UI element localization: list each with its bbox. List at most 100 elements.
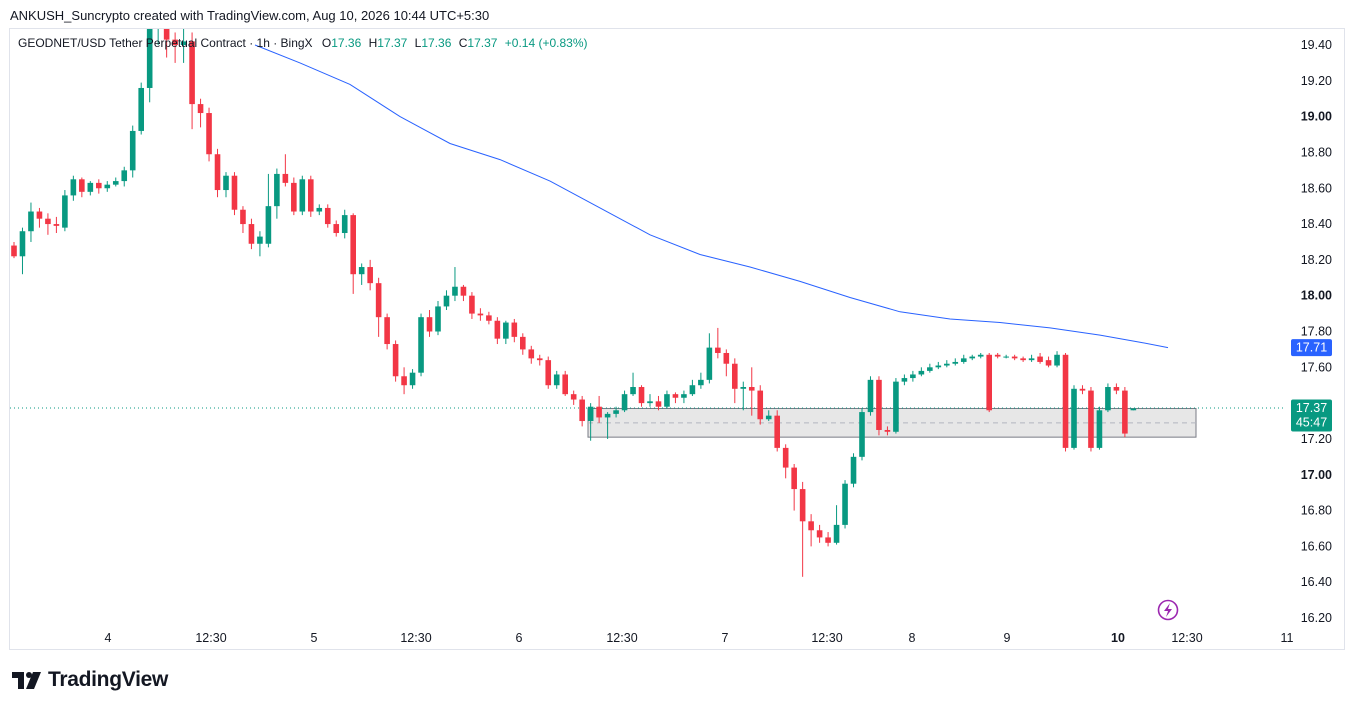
brand[interactable]: TradingView — [12, 668, 168, 692]
candle-body — [299, 179, 306, 212]
candle-body — [638, 387, 645, 404]
candle-body — [333, 224, 340, 234]
candle-body — [367, 267, 373, 284]
ma-price-tag — [1291, 339, 1332, 357]
candle-body — [706, 347, 713, 380]
candle-body — [545, 360, 552, 386]
candle-body — [791, 467, 797, 490]
candle-body — [647, 401, 653, 404]
candle-body — [850, 456, 857, 484]
candle-body — [146, 29, 153, 88]
candle-body — [375, 283, 382, 318]
y-axis-tick-label: 18.00 — [1301, 289, 1332, 303]
y-axis-tick-label: 16.60 — [1301, 539, 1332, 553]
candle-body — [452, 286, 458, 296]
candle-body — [112, 181, 119, 185]
candle-body — [70, 179, 77, 196]
candle-body — [969, 356, 976, 359]
y-axis-tick-label: 17.60 — [1301, 360, 1332, 374]
candle-body — [291, 182, 297, 212]
x-axis-tick-label: 5 — [311, 631, 318, 645]
candle-body — [1113, 387, 1120, 391]
candle-body — [28, 211, 34, 232]
y-axis-tick-label: 17.20 — [1301, 432, 1332, 446]
candle-body — [1028, 358, 1035, 361]
y-axis-tick-label: 19.00 — [1301, 110, 1332, 124]
candle-body — [613, 410, 619, 414]
candle-body — [1003, 356, 1009, 358]
candle-body — [257, 236, 263, 244]
last-price-tag — [1291, 399, 1332, 432]
candle-body — [223, 175, 229, 191]
y-axis-tick-label: 17.80 — [1301, 325, 1332, 339]
candle-body — [341, 215, 348, 234]
y-axis-tick-label: 18.40 — [1301, 217, 1332, 231]
candle-body — [443, 295, 450, 307]
legend-close-label: C — [458, 36, 468, 50]
x-axis-tick-label: 12:30 — [195, 631, 226, 645]
candle-body — [1105, 387, 1111, 411]
candle-body — [884, 429, 891, 432]
candle-body — [172, 39, 178, 45]
legend-high-value: 17.37 — [377, 36, 408, 50]
candle-body — [1096, 410, 1103, 448]
candle-body — [206, 113, 212, 155]
candle-body — [308, 179, 314, 212]
candle-body — [138, 87, 144, 131]
candle-body — [977, 354, 984, 357]
candle-body — [689, 385, 696, 395]
candle-body — [1071, 388, 1077, 448]
candle-body — [579, 399, 585, 422]
candle-body — [808, 521, 814, 531]
candle-body — [19, 231, 26, 257]
legend-open-label: O — [321, 36, 332, 50]
candle-body — [876, 379, 882, 430]
candle-body — [520, 336, 526, 350]
candle-body — [486, 315, 492, 321]
legend-symbol: GEODNET/USD Tether Perpetual Contract · … — [18, 36, 313, 50]
candle-body — [494, 320, 501, 339]
legend-low-value: 17.36 — [421, 36, 452, 50]
candle-body — [867, 379, 874, 413]
candle-body — [1122, 390, 1128, 434]
candle-body — [927, 367, 933, 371]
candle-body — [121, 170, 128, 182]
candle-body — [87, 182, 94, 192]
candle-body — [596, 406, 602, 418]
candle-body — [740, 387, 747, 389]
legend-open-value: 17.36 — [331, 36, 362, 50]
lightning-icon-bolt — [1164, 603, 1172, 617]
x-axis-tick-label: 12:30 — [1171, 631, 1202, 645]
y-axis-tick-label: 16.20 — [1301, 611, 1332, 625]
candle-body — [986, 354, 992, 411]
candle-body — [918, 370, 925, 375]
candle-body — [672, 394, 679, 398]
candle-body — [765, 415, 772, 420]
candle-body — [757, 390, 764, 420]
candle-body — [1079, 388, 1086, 391]
candle-body — [893, 381, 899, 432]
candle-body — [825, 537, 831, 543]
candle-body — [1088, 390, 1094, 448]
candle-body — [935, 365, 942, 368]
candle-body — [901, 378, 908, 382]
candle-body — [570, 394, 577, 400]
candle-body — [282, 173, 289, 183]
legend-change: +0.14 (+0.83%) — [504, 36, 588, 50]
y-axis-tick-label: 19.40 — [1301, 38, 1332, 52]
candle-body — [53, 224, 60, 226]
candle-body — [859, 412, 865, 457]
y-axis-tick-label: 19.20 — [1301, 74, 1332, 88]
candle-body — [460, 286, 467, 296]
y-axis-tick-label: 18.80 — [1301, 145, 1332, 159]
candle-body — [698, 379, 704, 386]
tradingview-logo-icon — [12, 672, 41, 689]
y-axis-tick-label: 16.40 — [1301, 575, 1332, 589]
x-axis-tick-label: 12:30 — [400, 631, 431, 645]
candle-body — [435, 306, 441, 332]
candle-body — [358, 267, 365, 275]
candle-body — [562, 374, 568, 395]
candle-body — [180, 41, 187, 45]
x-axis-tick-label: 10 — [1111, 631, 1125, 645]
